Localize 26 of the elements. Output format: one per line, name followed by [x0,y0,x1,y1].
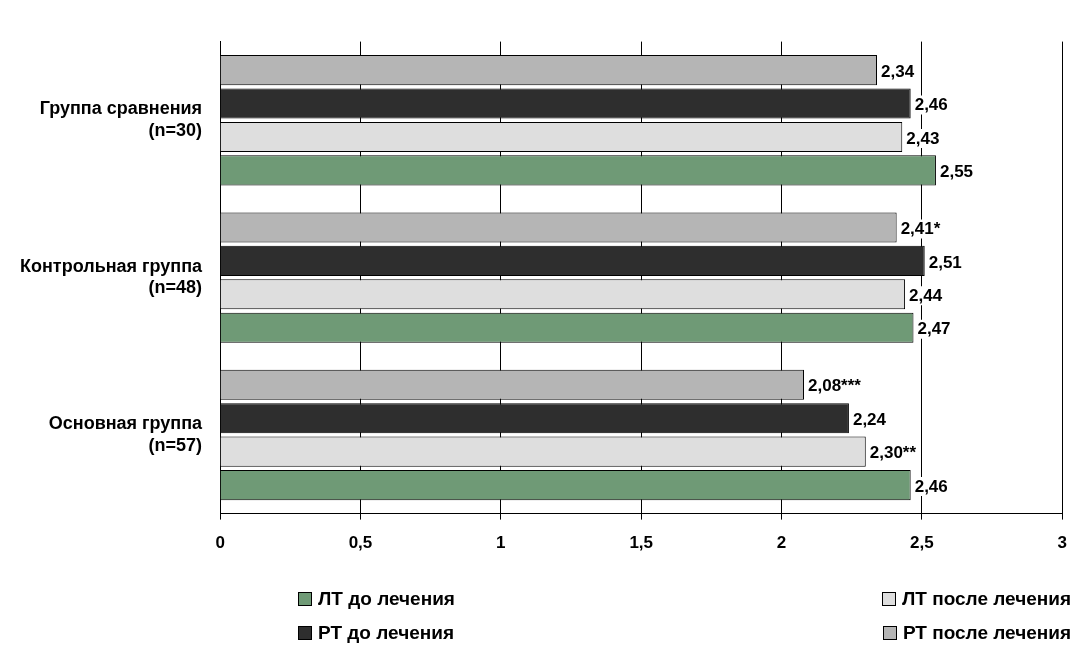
data-label: 2,41* [900,219,941,239]
y-tick-label: Контрольная группа (n=48) [19,255,204,298]
data-label: 2,44 [909,286,943,305]
data-label: 2,08*** [808,376,862,396]
y-tick-label: Основная группа (n=57) [48,413,204,455]
x-tick-label: 2,5 [910,533,934,553]
data-label: 2,34 [881,61,915,81]
data-label: 2,47 [917,319,951,339]
legend-label: ЛТ после лечения [901,588,1071,610]
x-tick-label: 0,5 [348,533,373,553]
data-label: 2,51 [928,252,962,272]
data-label: 2,43 [906,128,940,148]
data-label: 2,55 [939,162,974,182]
y-tick-label: Группа сравнения (n=30) [39,98,203,141]
legend-label: ЛТ до лечения [318,588,455,610]
data-label: 2,30** [869,443,917,463]
x-tick-label: 2 [776,533,787,553]
data-label: 2,46 [914,95,948,115]
legend-label: РТ после лечения [902,622,1071,644]
legend-label: РТ до лечения [318,622,455,644]
data-label: 2,24 [852,409,887,429]
x-tick-label: 1 [496,533,506,553]
data-label: 2,46 [914,476,948,496]
x-tick-label: 3 [1057,533,1068,553]
x-tick-label: 0 [215,533,225,553]
x-tick-label: 1,5 [629,533,654,553]
